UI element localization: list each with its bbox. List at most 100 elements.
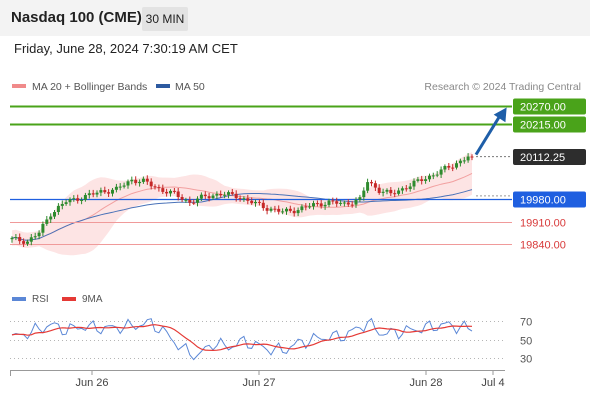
candle-body	[165, 191, 169, 194]
candle-body	[14, 237, 18, 238]
candle-body	[246, 198, 250, 201]
ma9-legend-label: 9MA	[82, 294, 103, 305]
candle-body	[188, 199, 192, 203]
candle-body	[227, 192, 230, 195]
candle-body	[207, 196, 211, 199]
candle-body	[230, 192, 234, 194]
bollinger-band-fill	[12, 152, 472, 256]
x-tick-label-3: Jul 4	[481, 377, 504, 389]
candle-body	[296, 210, 300, 214]
candle-body	[107, 192, 111, 194]
candle-body	[196, 198, 199, 203]
x-tick-label-1: Jun 27	[242, 377, 275, 389]
candle-body	[176, 191, 180, 197]
candle-body	[149, 181, 153, 187]
x-axis: Jun 26 Jun 27 Jun 28 Jul 4	[10, 370, 505, 389]
rsi-panel: 70 50 30	[10, 317, 532, 366]
candle-body	[56, 205, 60, 212]
candle-body	[358, 197, 362, 200]
candle-body	[219, 194, 223, 196]
candle-body	[242, 198, 246, 200]
candle-body	[41, 223, 45, 233]
candle-body	[250, 200, 254, 204]
candle-body	[184, 199, 188, 201]
rsi-legend-label: RSI	[32, 294, 49, 305]
candle-body	[400, 188, 404, 191]
moving-average-layer	[11, 172, 473, 241]
candle-body	[22, 241, 26, 244]
candle-body	[366, 182, 370, 191]
candle-body	[285, 208, 288, 212]
candle-body	[215, 194, 219, 196]
candle-body	[470, 156, 474, 158]
candle-body	[412, 180, 416, 187]
last-price-tag: 20112.25	[520, 152, 565, 164]
level-tag-3: 19910.00	[520, 218, 566, 230]
candle-body	[114, 186, 118, 190]
level-tag-2: 19980.00	[520, 195, 566, 207]
candle-body	[424, 179, 428, 181]
level-tag-bg-1	[513, 116, 586, 133]
candle-body	[192, 202, 196, 204]
candle-body	[87, 193, 91, 196]
candle-body	[455, 163, 458, 168]
research-credit: Research © 2024 Trading Central	[424, 81, 581, 93]
rsi-tick-50: 50	[520, 336, 532, 348]
rsi-tick-30: 30	[520, 354, 532, 366]
candle-body	[64, 202, 68, 204]
candle-body	[431, 175, 435, 177]
rsi-line	[11, 317, 473, 361]
candle-body	[103, 190, 107, 193]
candle-body	[315, 203, 319, 205]
chart-datetime: Friday, June 28, 2024 7:30:19 AM CET	[14, 41, 238, 56]
candle-body	[327, 200, 331, 205]
timeframe-button[interactable]: 30 MIN	[142, 7, 188, 31]
candle-body	[447, 166, 451, 168]
candle-body	[381, 191, 385, 193]
candle-body	[199, 194, 203, 199]
candle-body	[292, 210, 296, 214]
candle-body	[161, 188, 165, 192]
level-tag-1: 20215.00	[520, 120, 566, 132]
candle-body	[29, 237, 33, 242]
candle-body	[234, 193, 238, 199]
candle-body	[49, 216, 53, 220]
level-tag-bg-2	[513, 191, 586, 208]
candle-body	[99, 190, 103, 193]
candle-body	[342, 202, 346, 204]
candle-body	[33, 236, 37, 238]
candle-body	[76, 198, 80, 201]
candle-body	[354, 199, 358, 205]
candles-layer	[10, 153, 474, 247]
candle-body	[389, 189, 393, 194]
candle-body	[111, 189, 114, 194]
candle-body	[323, 204, 327, 207]
candle-body	[335, 201, 339, 204]
ma20-legend-label: MA 20 + Bollinger Bands	[32, 81, 147, 93]
price-tags-layer: 20270.00 20215.00 19980.00 19910.00 19840.00…	[513, 98, 586, 252]
candle-body	[261, 202, 265, 209]
candle-body	[373, 183, 377, 188]
level-tag-4: 19840.00	[520, 240, 566, 252]
level-tag-0: 20270.00	[520, 102, 566, 114]
candle-body	[10, 237, 14, 240]
ma20-line	[11, 172, 473, 241]
level-tag-bg-0	[513, 98, 586, 115]
x-tick-label-0: Jun 26	[75, 377, 108, 389]
candle-body	[134, 179, 138, 184]
candle-body	[26, 241, 29, 244]
candle-body	[339, 202, 343, 204]
ma9-legend-swatch	[62, 297, 76, 301]
candle-body	[257, 201, 261, 203]
candle-body	[157, 187, 161, 189]
rsi-tick-70: 70	[520, 317, 532, 329]
candle-body	[451, 167, 455, 169]
candle-body	[72, 198, 76, 200]
candle-body	[319, 203, 323, 207]
candle-body	[80, 200, 84, 201]
candle-body	[53, 212, 56, 217]
candle-body	[83, 195, 87, 200]
candle-body	[265, 208, 269, 211]
candle-body	[172, 190, 176, 192]
